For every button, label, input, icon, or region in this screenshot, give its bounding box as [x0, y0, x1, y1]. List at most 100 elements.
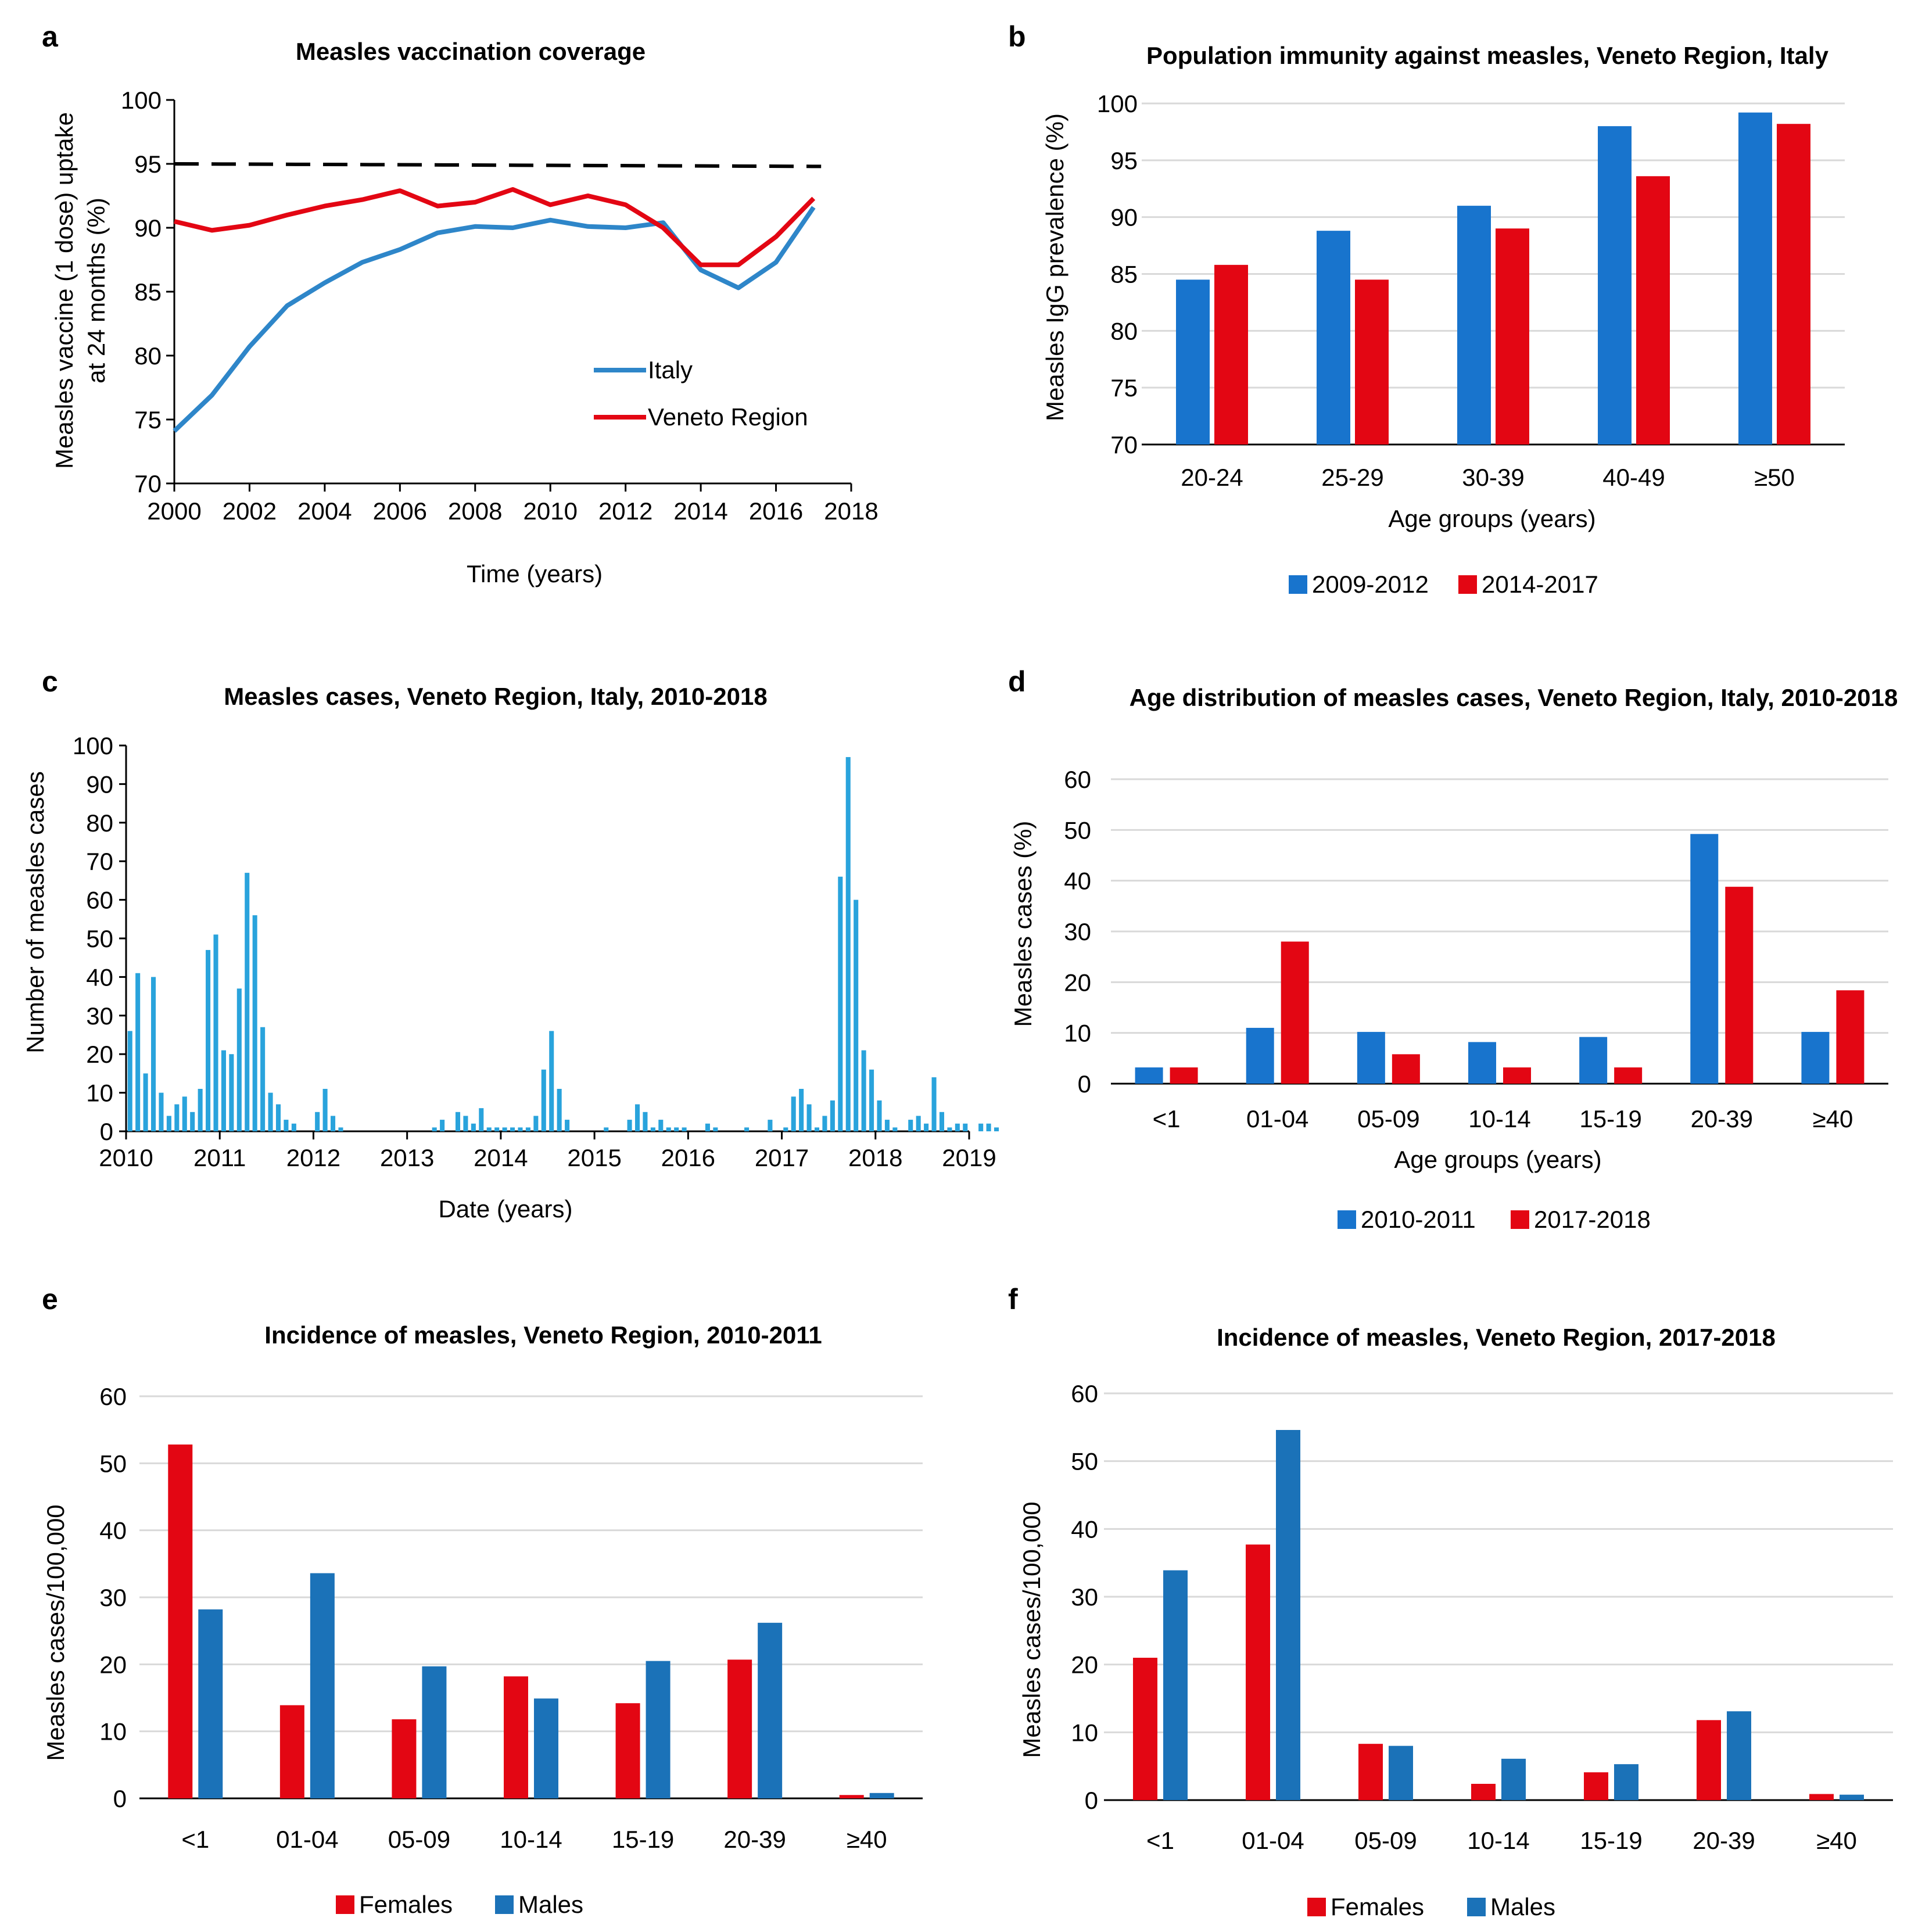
y-axis-label: Measles cases (%) — [1009, 821, 1037, 1027]
bar-month-2 — [143, 1073, 148, 1131]
bar-females-15-19 — [1584, 1772, 1608, 1800]
axes: 70 75 80 85 90 95 100 2000 2002 2004 2006 2008 2010 2… — [121, 87, 879, 525]
bar-males-20-39 — [1727, 1711, 1751, 1800]
bar-month-71 — [682, 1127, 687, 1131]
x-tick-label: 15-19 — [1579, 1105, 1641, 1132]
legend-label-2010-2011: 2010-2011 — [1361, 1206, 1476, 1233]
bar-month-7 — [182, 1096, 187, 1131]
bar-month-14 — [236, 988, 242, 1131]
bar-2010-2011-20-39 — [1690, 834, 1719, 1084]
x-axis-label: Date (years) — [438, 1195, 572, 1223]
x-tick-label: 10-14 — [1468, 1105, 1530, 1132]
bar-month-91 — [838, 876, 843, 1131]
y-axis-label: at 24 months (%) — [83, 198, 110, 383]
panel-label-e: e — [42, 1283, 58, 1316]
bar-month-48 — [502, 1127, 507, 1131]
bar-month-100 — [908, 1120, 913, 1131]
panel-a: a Measles vaccination coverage Time (yea… — [42, 20, 879, 587]
x-tick-label: 2018 — [824, 497, 878, 525]
bar-month-61 — [604, 1127, 609, 1131]
chart-title: Incidence of measles, Veneto Region, 201… — [1217, 1324, 1776, 1351]
y-axis-label: Measles vaccine (1 dose) uptake — [51, 112, 78, 469]
x-tick-label: 25-29 — [1321, 464, 1383, 491]
x-tick-label: 40-49 — [1602, 464, 1665, 491]
bar-2014-2017-50 — [1777, 124, 1810, 445]
bar-month-6 — [174, 1104, 180, 1131]
x-tick-label: 2016 — [749, 497, 803, 525]
y-tick-label: 50 — [1071, 1448, 1098, 1475]
axes: 0 10 20 30 40 50 60 <1 01-04 05-09 10-14 15-19 20-39… — [99, 1383, 923, 1853]
bar-males-20-39 — [758, 1622, 783, 1798]
bar-month-79 — [744, 1127, 750, 1131]
x-tick-label: 15-19 — [612, 1826, 674, 1853]
panel-c: c Measles cases, Veneto Region, Italy, 2… — [21, 665, 999, 1223]
y-tick-label: 90 — [86, 770, 113, 798]
y-tick-label: 0 — [113, 1785, 127, 1812]
x-tick-label: 2013 — [380, 1144, 434, 1171]
bar-month-43 — [463, 1116, 468, 1131]
x-tick-label: 2014 — [474, 1144, 528, 1171]
panel-d: d Age distribution of measles cases, Ven… — [1008, 665, 1898, 1233]
x-tick-label: 2012 — [598, 497, 652, 525]
bar-males-1 — [198, 1609, 223, 1798]
x-tick-label: <1 — [181, 1826, 209, 1853]
bar-month-47 — [494, 1127, 500, 1131]
bar-month-75 — [713, 1127, 718, 1131]
bar-2014-2017-20-24 — [1214, 264, 1248, 445]
y-tick-label: 20 — [99, 1651, 127, 1678]
legend: Italy Veneto Region — [594, 356, 808, 431]
bar-month-24 — [315, 1112, 320, 1131]
x-tick-label: <1 — [1153, 1105, 1181, 1132]
bar-month-65 — [634, 1104, 640, 1131]
bar-2010-2011-01-04 — [1246, 1027, 1274, 1084]
y-axis-label: Measles IgG prevalence (%) — [1041, 113, 1069, 421]
bar-month-27 — [338, 1127, 343, 1131]
legend-label-males: Males — [518, 1891, 583, 1918]
bar-month-67 — [650, 1127, 655, 1131]
series-line-veneto-region — [174, 187, 816, 267]
bar-females-10-14 — [1471, 1784, 1496, 1800]
bar-males-10-14 — [534, 1698, 558, 1798]
bar-month-15 — [245, 873, 250, 1131]
bar-month-5 — [166, 1116, 171, 1131]
bar-month-82 — [768, 1120, 773, 1131]
bar-males-01-04 — [1276, 1430, 1300, 1800]
bar-2010-2011-1 — [1135, 1067, 1163, 1084]
panel-label-a: a — [42, 20, 59, 53]
bar-month-46 — [486, 1127, 492, 1131]
bar-month-109 — [978, 1123, 984, 1131]
panel-label-c: c — [42, 665, 58, 698]
bar-month-69 — [666, 1127, 671, 1131]
bar-2010-2011-40 — [1801, 1031, 1830, 1084]
x-tick-label: 05-09 — [1357, 1105, 1419, 1132]
bar-month-98 — [892, 1127, 898, 1131]
legend: Females Males — [1307, 1893, 1555, 1920]
bars — [168, 1444, 894, 1798]
panel-e: e Incidence of measles, Veneto Region, 2… — [42, 1283, 923, 1918]
legend-swatch-females — [336, 1895, 354, 1914]
chart-title: Incidence of measles, Veneto Region, 201… — [264, 1321, 822, 1349]
bar-month-68 — [658, 1120, 664, 1131]
x-tick-label: 20-24 — [1181, 464, 1243, 491]
bar-month-42 — [455, 1112, 461, 1131]
legend: 2009-2012 2014-2017 — [1289, 571, 1598, 598]
x-axis-label: Age groups (years) — [1394, 1146, 1601, 1173]
x-tick-label: 2019 — [942, 1144, 996, 1171]
y-tick-label: 85 — [134, 278, 162, 306]
bar-month-52 — [533, 1116, 539, 1131]
legend-swatch-2010-2011 — [1338, 1210, 1356, 1229]
y-tick-label: 60 — [99, 1383, 127, 1410]
chart-title: Age distribution of measles cases, Venet… — [1130, 684, 1898, 711]
legend-swatch-males — [495, 1895, 514, 1914]
bar-females-05-09 — [1358, 1744, 1383, 1800]
x-tick-label: 01-04 — [276, 1826, 338, 1853]
bar-month-49 — [510, 1127, 515, 1131]
bar-month-18 — [268, 1092, 273, 1131]
bar-females-1 — [1133, 1658, 1157, 1800]
bar-females-15-19 — [615, 1703, 640, 1798]
bar-month-86 — [799, 1088, 804, 1131]
bar-males-01-04 — [310, 1573, 335, 1798]
chart-title: Measles vaccination coverage — [296, 38, 646, 65]
bar-females-1 — [168, 1444, 193, 1798]
y-tick-label: 70 — [134, 470, 162, 497]
